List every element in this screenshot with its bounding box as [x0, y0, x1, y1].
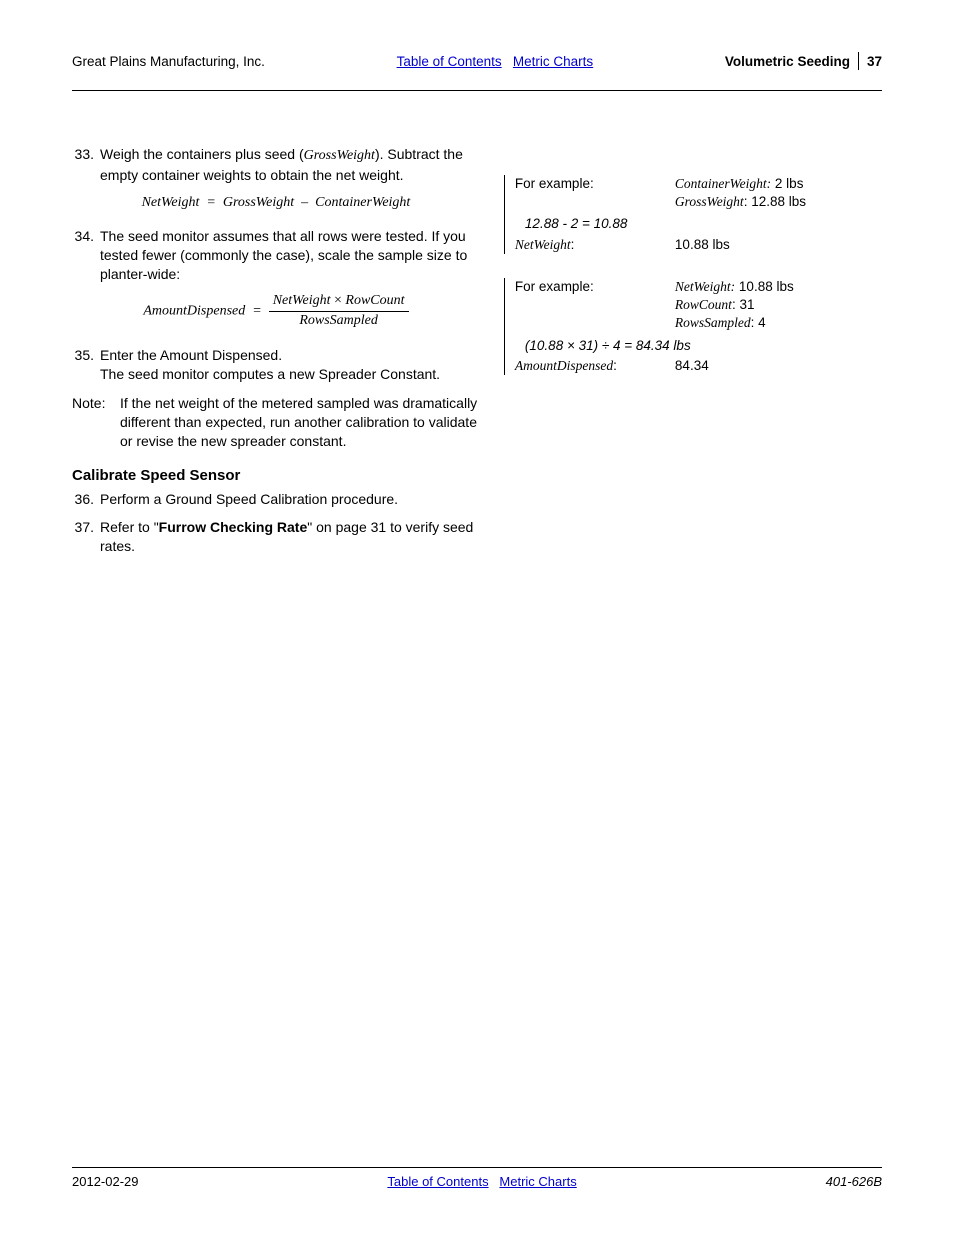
- step-number: 36.: [72, 490, 100, 509]
- example-2: For example: NetWeight: 10.88 lbs RowCou…: [504, 278, 882, 375]
- left-column: 33. Weigh the containers plus seed (Gros…: [72, 145, 480, 566]
- step-36: 36. Perform a Ground Speed Calibration p…: [72, 490, 480, 509]
- steps-list: 35. Enter the Amount Dispensed. The seed…: [72, 346, 480, 384]
- content-area: 33. Weigh the containers plus seed (Gros…: [72, 145, 882, 566]
- step-number: 37.: [72, 518, 100, 556]
- step-body: Perform a Ground Speed Calibration proce…: [100, 490, 480, 509]
- step-37: 37. Refer to "Furrow Checking Rate" on p…: [72, 518, 480, 556]
- steps-list: 36. Perform a Ground Speed Calibration p…: [72, 490, 480, 557]
- subheading-calibrate: Calibrate Speed Sensor: [72, 467, 480, 484]
- step-number: 33.: [72, 145, 100, 185]
- steps-list: 34. The seed monitor assumes that all ro…: [72, 227, 480, 284]
- steps-list: 33. Weigh the containers plus seed (Gros…: [72, 145, 480, 185]
- fraction: NetWeight × RowCount RowsSampled: [269, 293, 409, 330]
- footer-rule: [72, 1167, 882, 1168]
- example-label: For example:: [515, 278, 675, 296]
- metric-charts-link[interactable]: Metric Charts: [513, 54, 593, 69]
- step-35: 35. Enter the Amount Dispensed. The seed…: [72, 346, 480, 384]
- section-page: Volumetric Seeding 37: [725, 52, 882, 70]
- footer-date: 2012-02-29: [72, 1174, 139, 1189]
- note-text: If the net weight of the metered sampled…: [120, 394, 480, 451]
- step-body: The seed monitor assumes that all rows w…: [100, 227, 480, 284]
- page-header: Great Plains Manufacturing, Inc. Table o…: [72, 52, 882, 78]
- grossweight-var: GrossWeight: [304, 148, 375, 163]
- header-links: Table of Contents Metric Charts: [397, 54, 594, 69]
- step-33: 33. Weigh the containers plus seed (Gros…: [72, 145, 480, 185]
- formula-amountdispensed: AmountDispensed = NetWeight × RowCount R…: [72, 293, 480, 330]
- step-number: 34.: [72, 227, 100, 284]
- formula-netweight: NetWeight = GrossWeight – ContainerWeigh…: [72, 195, 480, 211]
- step-body: Enter the Amount Dispensed. The seed mon…: [100, 346, 480, 384]
- document-id: 401-626B: [826, 1174, 882, 1189]
- step-number: 35.: [72, 346, 100, 384]
- toc-link[interactable]: Table of Contents: [397, 54, 502, 69]
- step-body: Weigh the containers plus seed (GrossWei…: [100, 145, 480, 185]
- example-calc: (10.88 × 31) ÷ 4 = 84.34 lbs: [525, 337, 882, 355]
- page-separator: [858, 52, 859, 70]
- example-label: For example:: [515, 175, 675, 193]
- company-name: Great Plains Manufacturing, Inc.: [72, 54, 265, 69]
- right-column: For example: ContainerWeight: 2 lbs Gros…: [504, 145, 882, 566]
- header-rule: [72, 90, 882, 91]
- note-label: Note:: [72, 394, 120, 451]
- footer-toc-link[interactable]: Table of Contents: [387, 1174, 488, 1189]
- step-body: Refer to "Furrow Checking Rate" on page …: [100, 518, 480, 556]
- example-calc: 12.88 - 2 = 10.88: [525, 215, 882, 233]
- section-title: Volumetric Seeding: [725, 54, 850, 69]
- example-1: For example: ContainerWeight: 2 lbs Gros…: [504, 175, 882, 254]
- footer-links: Table of Contents Metric Charts: [139, 1174, 826, 1189]
- step-34: 34. The seed monitor assumes that all ro…: [72, 227, 480, 284]
- page-number: 37: [867, 54, 882, 69]
- footer-metric-link[interactable]: Metric Charts: [499, 1174, 576, 1189]
- furrow-ref: Furrow Checking Rate: [159, 519, 308, 535]
- note-block: Note: If the net weight of the metered s…: [72, 394, 480, 451]
- page-footer: 2012-02-29 Table of Contents Metric Char…: [72, 1167, 882, 1189]
